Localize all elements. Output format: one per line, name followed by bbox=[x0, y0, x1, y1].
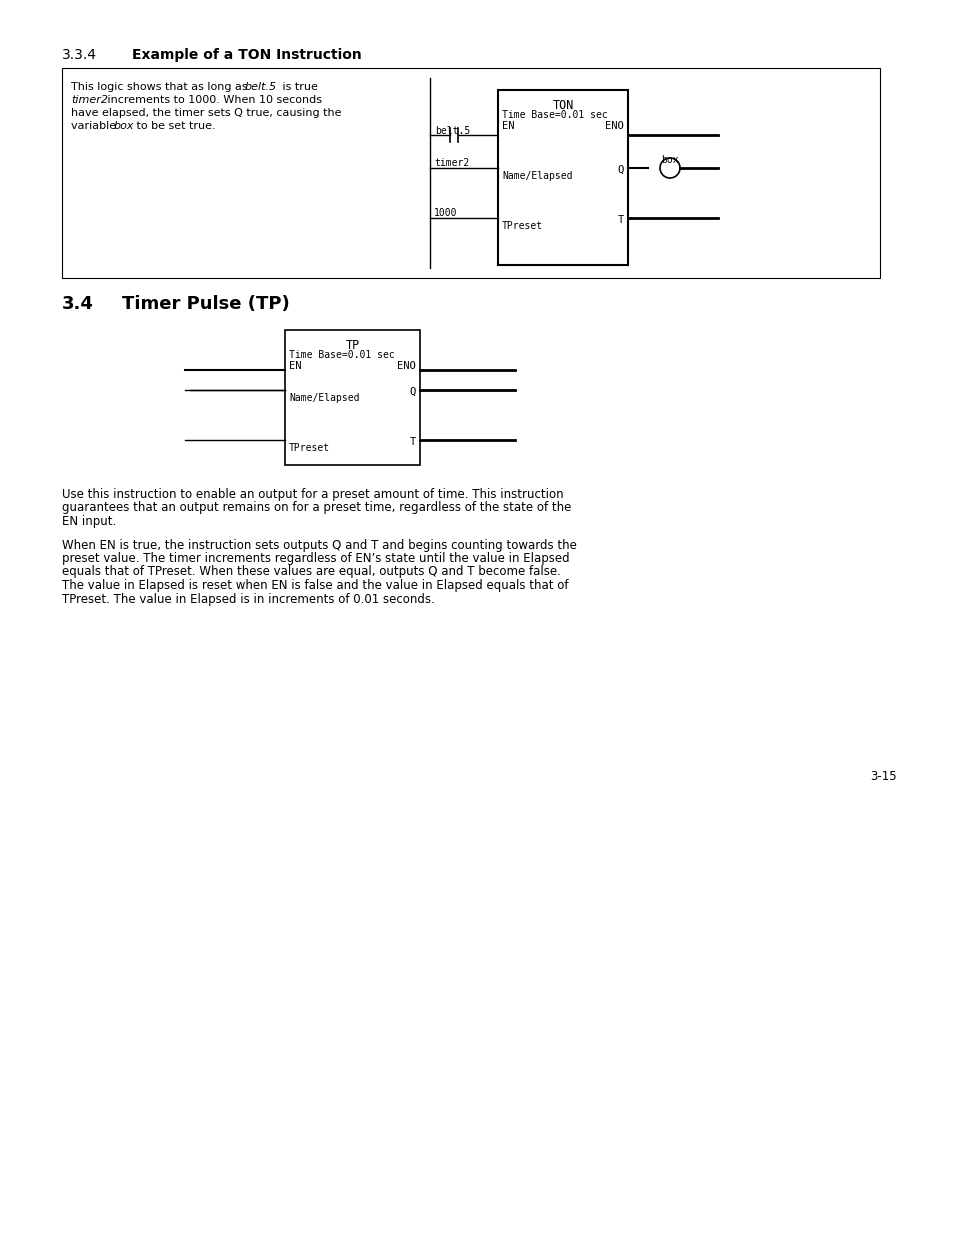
Text: Q: Q bbox=[410, 387, 416, 396]
Text: equals that of TPreset. When these values are equal, outputs Q and T become fals: equals that of TPreset. When these value… bbox=[62, 566, 560, 578]
Text: TPreset: TPreset bbox=[501, 221, 542, 231]
Text: guarantees that an output remains on for a preset time, regardless of the state : guarantees that an output remains on for… bbox=[62, 501, 571, 515]
Bar bbox=[62, 68, 879, 278]
Text: timer2: timer2 bbox=[434, 158, 469, 168]
Text: ENO: ENO bbox=[396, 361, 416, 370]
Text: EN: EN bbox=[501, 121, 514, 131]
Text: T: T bbox=[618, 215, 623, 225]
Text: 3.4: 3.4 bbox=[62, 295, 93, 312]
Text: Use this instruction to enable an output for a preset amount of time. This instr: Use this instruction to enable an output… bbox=[62, 488, 563, 501]
Text: Example of a TON Instruction: Example of a TON Instruction bbox=[132, 48, 361, 62]
Text: Time Base=0.01 sec: Time Base=0.01 sec bbox=[289, 350, 395, 359]
Text: box: box bbox=[660, 156, 679, 165]
Text: Q: Q bbox=[618, 165, 623, 175]
Text: Name/Elapsed: Name/Elapsed bbox=[501, 170, 572, 182]
Text: timer2: timer2 bbox=[71, 95, 108, 105]
Text: TPreset. The value in Elapsed is in increments of 0.01 seconds.: TPreset. The value in Elapsed is in incr… bbox=[62, 593, 435, 605]
Text: EN: EN bbox=[289, 361, 301, 370]
Text: Time Base=0.01 sec: Time Base=0.01 sec bbox=[501, 110, 607, 120]
Text: to be set true.: to be set true. bbox=[132, 121, 215, 131]
Text: EN input.: EN input. bbox=[62, 515, 116, 529]
Text: T: T bbox=[410, 437, 416, 447]
Text: have elapsed, the timer sets Q true, causing the: have elapsed, the timer sets Q true, cau… bbox=[71, 107, 341, 119]
Text: 3-15: 3-15 bbox=[869, 769, 896, 783]
Text: box: box bbox=[113, 121, 134, 131]
Text: 3.3.4: 3.3.4 bbox=[62, 48, 97, 62]
Text: TPreset: TPreset bbox=[289, 443, 330, 453]
Text: TP: TP bbox=[345, 338, 359, 352]
Text: increments to 1000. When 10 seconds: increments to 1000. When 10 seconds bbox=[104, 95, 322, 105]
Text: belt.5: belt.5 bbox=[435, 126, 470, 136]
Bar bbox=[285, 330, 419, 466]
Text: TON: TON bbox=[552, 99, 573, 112]
Text: belt.5: belt.5 bbox=[245, 82, 276, 91]
Text: variable: variable bbox=[71, 121, 119, 131]
Text: 1000: 1000 bbox=[434, 207, 457, 219]
Bar bbox=[497, 90, 627, 266]
Text: Name/Elapsed: Name/Elapsed bbox=[289, 393, 359, 403]
Text: Timer Pulse (TP): Timer Pulse (TP) bbox=[122, 295, 290, 312]
Text: is true: is true bbox=[278, 82, 317, 91]
Text: ENO: ENO bbox=[604, 121, 623, 131]
Text: When EN is true, the instruction sets outputs Q and T and begins counting toward: When EN is true, the instruction sets ou… bbox=[62, 538, 577, 552]
Text: The value in Elapsed is reset when EN is false and the value in Elapsed equals t: The value in Elapsed is reset when EN is… bbox=[62, 579, 568, 592]
Text: preset value. The timer increments regardless of EN’s state until the value in E: preset value. The timer increments regar… bbox=[62, 552, 569, 564]
Text: This logic shows that as long as: This logic shows that as long as bbox=[71, 82, 251, 91]
